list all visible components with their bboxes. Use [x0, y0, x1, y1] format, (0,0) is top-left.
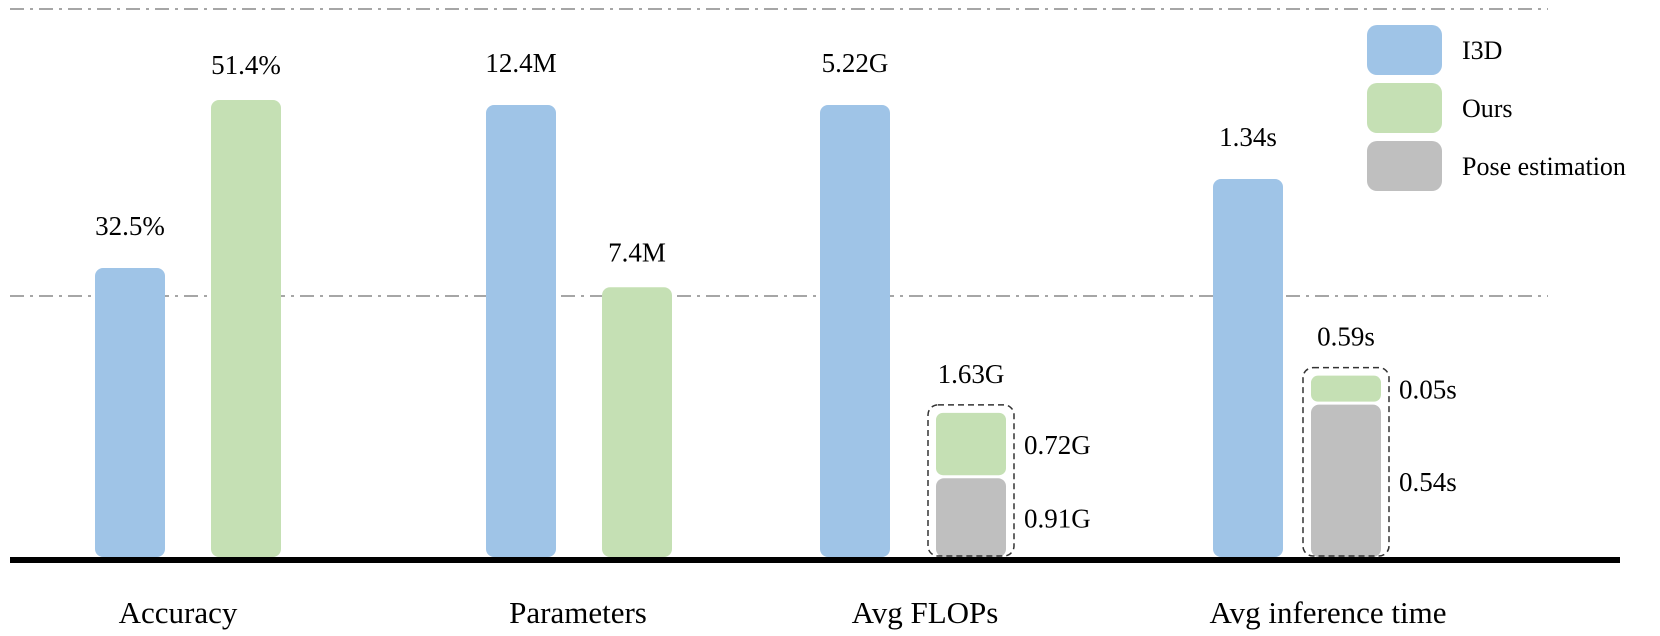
category-label-accuracy: Accuracy — [119, 595, 238, 630]
stack-total-label-avg-flops: 1.63G — [938, 359, 1005, 389]
legend-label-pose-estimation: Pose estimation — [1462, 152, 1626, 181]
legend-swatch-ours — [1367, 83, 1442, 133]
value-label-i3d-accuracy: 32.5% — [95, 211, 165, 241]
value-label-ours-parameters: 7.4M — [608, 237, 666, 267]
value-label-pose-estimation-avg-flops: 0.91G — [1024, 504, 1091, 534]
bar-ours-accuracy — [211, 100, 281, 557]
stack-group-box-avg-inference-time — [1302, 366, 1390, 557]
value-label-ours-avg-inference-time: 0.05s — [1399, 375, 1457, 405]
category-label-parameters: Parameters — [509, 595, 647, 630]
legend-label-i3d: I3D — [1462, 36, 1502, 65]
bar-pose-estimation-avg-flops — [936, 478, 1006, 557]
legend-swatch-pose-estimation — [1367, 141, 1442, 191]
bar-pose-estimation-avg-inference-time — [1311, 404, 1381, 557]
value-label-i3d-avg-inference-time: 1.34s — [1219, 122, 1277, 152]
value-label-ours-accuracy: 51.4% — [211, 50, 281, 80]
value-label-i3d-avg-flops: 5.22G — [822, 48, 889, 78]
bar-i3d-avg-inference-time — [1213, 179, 1283, 557]
legend-label-ours: Ours — [1462, 94, 1513, 123]
value-label-i3d-parameters: 12.4M — [485, 48, 556, 78]
stack-group-box-avg-flops — [927, 404, 1015, 557]
bar-i3d-accuracy — [95, 268, 165, 557]
category-label-avg-flops: Avg FLOPs — [852, 595, 999, 630]
bar-ours-parameters — [602, 287, 672, 557]
value-label-pose-estimation-avg-inference-time: 0.54s — [1399, 467, 1457, 497]
bar-i3d-parameters — [486, 105, 556, 557]
value-label-ours-avg-flops: 0.72G — [1024, 430, 1091, 460]
bar-i3d-avg-flops — [820, 105, 890, 557]
bar-ours-avg-flops — [936, 412, 1006, 476]
stack-total-label-avg-inference-time: 0.59s — [1317, 322, 1375, 352]
bar-ours-avg-inference-time — [1311, 375, 1381, 402]
legend-swatch-i3d — [1367, 25, 1442, 75]
category-label-avg-inference-time: Avg inference time — [1210, 595, 1447, 630]
